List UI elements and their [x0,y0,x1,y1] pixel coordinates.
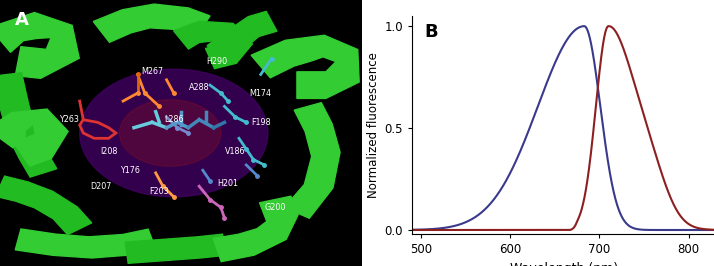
Text: G200: G200 [264,203,286,212]
Polygon shape [0,109,68,166]
Text: L286: L286 [164,115,183,124]
Text: I208: I208 [100,147,117,156]
Text: A288: A288 [188,83,209,92]
Text: B: B [424,23,438,40]
Ellipse shape [80,69,268,197]
Polygon shape [94,4,210,42]
Text: H201: H201 [218,179,238,188]
Polygon shape [213,196,298,262]
Polygon shape [207,11,277,61]
Ellipse shape [119,100,221,166]
Text: H290: H290 [206,57,228,66]
Polygon shape [251,35,359,98]
Text: D207: D207 [91,182,112,191]
Polygon shape [0,13,79,78]
Polygon shape [0,176,91,235]
X-axis label: Wavelength (nm): Wavelength (nm) [510,262,618,266]
Text: Y176: Y176 [121,166,140,175]
Y-axis label: Normalized fluorescence: Normalized fluorescence [367,52,380,198]
Text: M174: M174 [250,89,272,98]
Text: F198: F198 [251,118,271,127]
Polygon shape [284,103,340,218]
Polygon shape [174,21,253,69]
Text: V186: V186 [225,147,246,156]
Text: M267: M267 [141,67,163,76]
Polygon shape [125,234,226,263]
Polygon shape [15,229,156,258]
Text: F203: F203 [149,187,169,196]
Polygon shape [0,73,56,177]
Text: Y263: Y263 [59,115,79,124]
Text: A: A [14,11,29,29]
